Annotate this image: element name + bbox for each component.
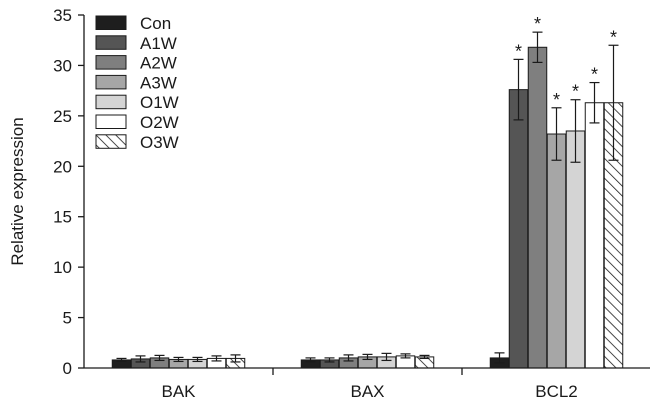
bars-layer: * * * * * * (111, 14, 624, 369)
legend-swatch (95, 114, 127, 129)
bar (527, 46, 548, 369)
significance-marker: * (572, 82, 579, 102)
legend-swatch (95, 94, 127, 110)
legend-swatch (95, 55, 127, 70)
y-tick-label: 10 (53, 258, 72, 277)
y-tick-label: 0 (63, 359, 72, 378)
legend-label: O1W (140, 93, 179, 112)
y-axis-title: Relative expression (8, 117, 27, 265)
significance-marker: * (610, 27, 617, 47)
y-tick-label: 15 (53, 208, 72, 227)
legend-label: O3W (140, 133, 179, 152)
x-tick-label: BCL2 (535, 382, 578, 401)
legend-swatch (95, 35, 127, 50)
bar (584, 102, 605, 369)
bar (546, 133, 567, 369)
legend-label: Con (140, 14, 171, 33)
significance-marker: * (515, 41, 522, 61)
y-tick-label: 20 (53, 157, 72, 176)
legend-label: A1W (140, 34, 177, 53)
legend-swatch (95, 15, 127, 30)
x-tick-label: BAK (161, 382, 196, 401)
significance-marker: * (553, 90, 560, 110)
bar (565, 130, 586, 369)
legend-label: O2W (140, 113, 179, 132)
legend-swatch (95, 134, 127, 149)
bar (508, 89, 529, 369)
significance-marker: * (534, 14, 541, 34)
y-tick-label: 25 (53, 107, 72, 126)
significance-marker: * (591, 65, 598, 85)
axes-layer: 0 5 10 15 20 25 30 35 BAK BAX BCL2 (53, 6, 650, 401)
x-tick-label: BAX (350, 382, 384, 401)
y-tick-label: 5 (63, 309, 72, 328)
legend-label: A2W (140, 54, 177, 73)
y-tick-label: 30 (53, 56, 72, 75)
legend-label: A3W (140, 73, 177, 92)
legend-swatch (95, 74, 127, 90)
y-tick-label: 35 (53, 6, 72, 25)
